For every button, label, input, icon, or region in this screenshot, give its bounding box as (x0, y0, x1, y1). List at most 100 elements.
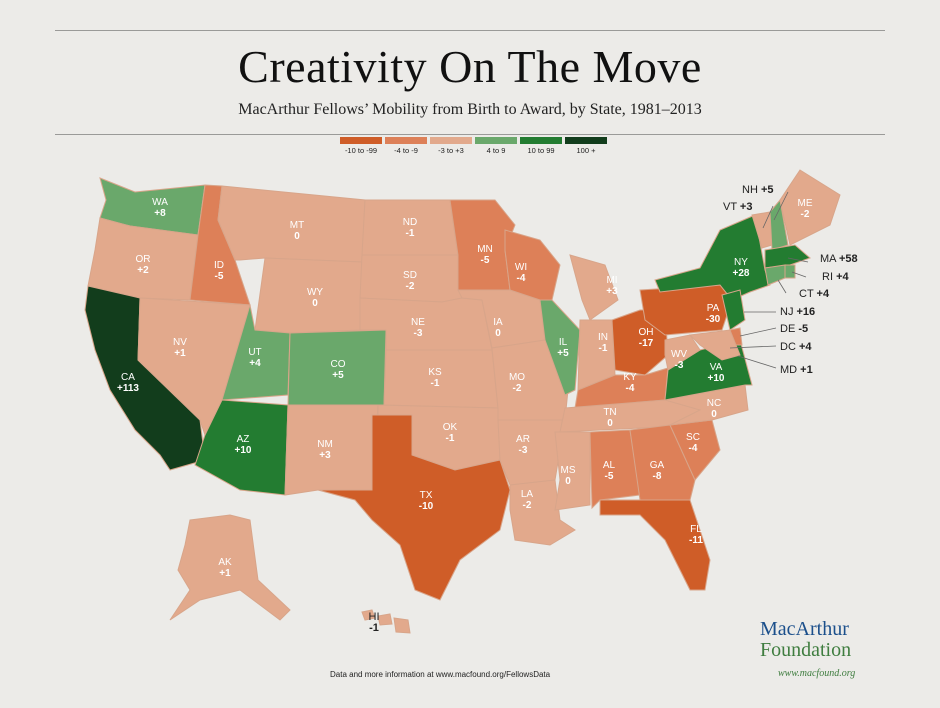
legend-swatch (430, 137, 472, 144)
state-callout-ma: MA +58 (820, 253, 858, 265)
legend-item: 10 to 99 (520, 137, 562, 155)
state-shapes (84, 169, 841, 634)
state-nm (284, 404, 379, 496)
state-label-ia: IA 0 (493, 317, 503, 339)
state-label-al: AL -5 (603, 460, 616, 482)
state-ar (497, 419, 566, 486)
state-label-co: CO +5 (331, 359, 346, 381)
state-label-ne: NE -3 (411, 317, 425, 339)
subtitle-rule (55, 134, 885, 135)
state-label-az: AZ +10 (235, 434, 252, 456)
state-callout-de: DE -5 (780, 323, 808, 335)
state-wv (664, 334, 701, 371)
state-ri (784, 264, 796, 279)
state-md (688, 329, 741, 361)
legend-label: -10 to -99 (344, 146, 378, 155)
page-title: Creativity On The Move (238, 41, 702, 92)
state-tx (317, 414, 511, 601)
state-label-nc: NC 0 (707, 398, 721, 420)
brand-url: www.macfound.org (778, 668, 856, 679)
state-callouts (729, 191, 809, 369)
brand-logo-line2: Foundation (760, 639, 852, 661)
state-callout-ri: RI +4 (822, 271, 849, 283)
legend-item: -4 to -9 (385, 137, 427, 155)
state-ak (169, 514, 291, 621)
state-label-nv: NV +1 (173, 337, 187, 359)
state-label-nd: ND -1 (403, 217, 417, 239)
state-label-ca: CA +113 (117, 372, 139, 394)
state-callout-md: MD +1 (780, 364, 813, 376)
state-label-mt: MT 0 (290, 220, 304, 242)
state-hi (361, 609, 411, 634)
state-callout-nj: NJ +16 (780, 306, 815, 318)
legend-swatch (340, 137, 382, 144)
legend-label: 100 + (576, 146, 596, 155)
legend-item: 4 to 9 (475, 137, 517, 155)
state-me (779, 169, 841, 246)
state-label-fl: FL -11 (689, 524, 703, 546)
legend-label: -4 to -9 (394, 146, 418, 155)
state-al (589, 429, 641, 510)
legend-item: -3 to +3 (430, 137, 472, 155)
state-labels: WA +8 OR +2 CA +113 ID -5 NV +1 MT 0 WY 0 UT +4 AZ +10 CO +… (117, 184, 858, 634)
state-la (509, 479, 576, 546)
page-subtitle: MacArthur Fellows’ Mobility from Birth t… (238, 101, 702, 118)
state-ms (554, 431, 591, 511)
state-fl (599, 499, 711, 591)
legend-item: 100 + (565, 137, 607, 155)
top-rule (55, 30, 885, 31)
state-label-wy: WY 0 (307, 287, 323, 309)
state-label-oh: OH -17 (639, 327, 654, 349)
state-label-sc: SC -4 (686, 432, 700, 454)
legend-swatch (475, 137, 517, 144)
state-label-tx: TX -10 (419, 490, 434, 512)
legend-item: -10 to -99 (340, 137, 382, 155)
state-label-ms: MS 0 (561, 465, 576, 487)
state-ks (383, 349, 499, 409)
state-label-ut: UT +4 (248, 347, 261, 369)
state-ga (629, 424, 696, 501)
state-label-ar: AR -3 (516, 434, 530, 456)
state-label-me: ME -2 (798, 198, 813, 220)
footer-note: Data and more information at www.macfoun… (330, 670, 551, 679)
state-il (539, 299, 581, 396)
state-callout-vt: VT +3 (723, 201, 752, 213)
state-label-tn: TN 0 (603, 407, 616, 429)
state-label-va: VA +10 (708, 362, 725, 384)
state-label-pa: PA -30 (706, 303, 721, 325)
state-callout-nh: NH +5 (742, 184, 774, 196)
state-label-ak: AK +1 (218, 557, 232, 579)
state-ny (654, 214, 771, 301)
legend-label: 10 to 99 (527, 146, 555, 155)
state-label-mo: MO -2 (509, 372, 525, 394)
state-label-la: LA -2 (521, 489, 534, 511)
state-label-or: OR +2 (136, 254, 151, 276)
state-label-id: ID -5 (214, 260, 224, 282)
state-label-wa: WA +8 (152, 197, 168, 219)
state-label-ky: KY -4 (623, 372, 637, 394)
brand-logo-line1: MacArthur (760, 618, 849, 640)
legend-swatch (520, 137, 562, 144)
state-label-il: IL +5 (557, 337, 569, 359)
state-ct (764, 264, 786, 286)
state-label-sd: SD -2 (403, 270, 417, 292)
state-label-wv: WV -3 (671, 349, 687, 371)
legend-label: 4 to 9 (486, 146, 506, 155)
state-label-nm: NM +3 (317, 439, 333, 461)
state-ma (764, 244, 811, 269)
state-callout-hi: HI -1 (369, 611, 380, 634)
legend-label: -3 to +3 (438, 146, 464, 155)
state-label-mn: MN -5 (477, 244, 493, 266)
legend-swatch (565, 137, 607, 144)
state-wi (504, 229, 561, 301)
state-label-ks: KS -1 (428, 367, 442, 389)
state-label-ga: GA -8 (650, 460, 665, 482)
state-callout-dc: DC +4 (780, 341, 812, 353)
state-label-mi: MI +3 (606, 275, 618, 297)
state-nh (769, 198, 789, 251)
state-mi (569, 254, 619, 321)
state-or (87, 217, 199, 301)
state-callout-ct: CT +4 (799, 288, 830, 300)
state-nj (721, 289, 746, 331)
